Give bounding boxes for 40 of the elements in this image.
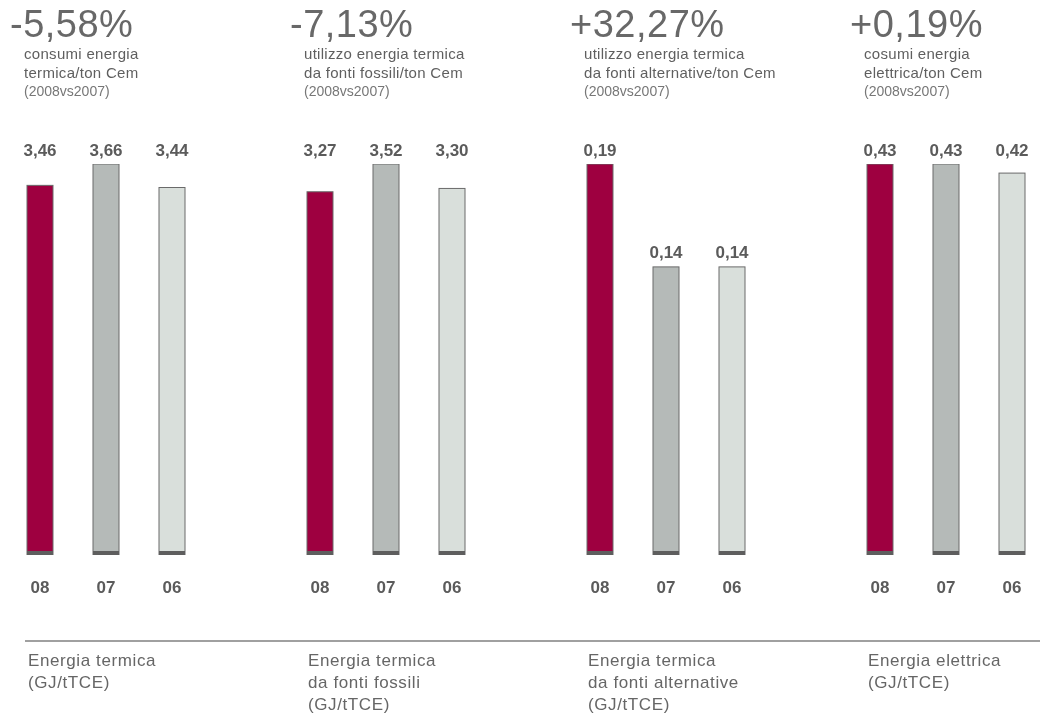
data-label: 0,14: [649, 242, 684, 262]
x-tick-label: 06: [162, 578, 182, 598]
data-label: 3,66: [89, 141, 123, 160]
chart-subtitle: consumi energia termica/ton Cem: [24, 44, 139, 82]
text: (2008vs2007): [304, 82, 391, 100]
x-tick-label: 08: [870, 578, 890, 598]
x-axis-title: Energia termica da fonti fossili (GJ/tTCE): [308, 650, 437, 716]
chart-title: -7,13%: [290, 3, 414, 45]
chart-title: +32,27%: [570, 3, 725, 45]
x-tick-label: 07: [656, 578, 676, 598]
x-tick-label: 07: [936, 578, 956, 598]
data-label: 0,43: [929, 141, 963, 160]
text: (2008vs2007): [584, 82, 671, 100]
x-tick-label: 08: [590, 578, 610, 598]
x-tick-label: 06: [1002, 578, 1022, 598]
data-label: 3,52: [369, 141, 403, 160]
x-axis-title: Energia elettrica (GJ/tTCE): [868, 650, 1002, 694]
data-label: 3,46: [23, 141, 57, 160]
text: (2008vs2007): [864, 82, 951, 100]
data-label: 3,44: [155, 141, 190, 160]
x-tick-label: 06: [442, 578, 462, 598]
chart-subtitle: cosumi energia elettrica/ton Cem: [864, 44, 983, 82]
data-label: 0,42: [995, 141, 1029, 160]
chart-subtitle: utilizzo energia termica da fonti fossili/ton Cem: [304, 44, 465, 82]
data-label: 3,30: [435, 141, 469, 160]
x-tick-label: 07: [376, 578, 396, 598]
data-label: 0,14: [715, 242, 750, 262]
x-tick-label: 06: [722, 578, 742, 598]
x-tick-label: 08: [30, 578, 50, 598]
data-label: 3,27: [303, 141, 337, 160]
chart-subtitle: utilizzo energia termica da fonti alternative/ton Cem: [584, 44, 776, 82]
chart-title: +0,19%: [850, 3, 983, 45]
data-label: 0,19: [583, 141, 617, 160]
x-tick-label: 07: [96, 578, 116, 598]
x-axis-title: Energia termica da fonti alternative (GJ/tTCE): [588, 650, 739, 716]
data-label: 0,43: [863, 141, 897, 160]
x-tick-label: 08: [310, 578, 330, 598]
x-axis-title: Energia termica (GJ/tTCE): [28, 650, 157, 694]
text: (2008vs2007): [24, 82, 111, 100]
chart-title: -5,58%: [10, 3, 134, 45]
